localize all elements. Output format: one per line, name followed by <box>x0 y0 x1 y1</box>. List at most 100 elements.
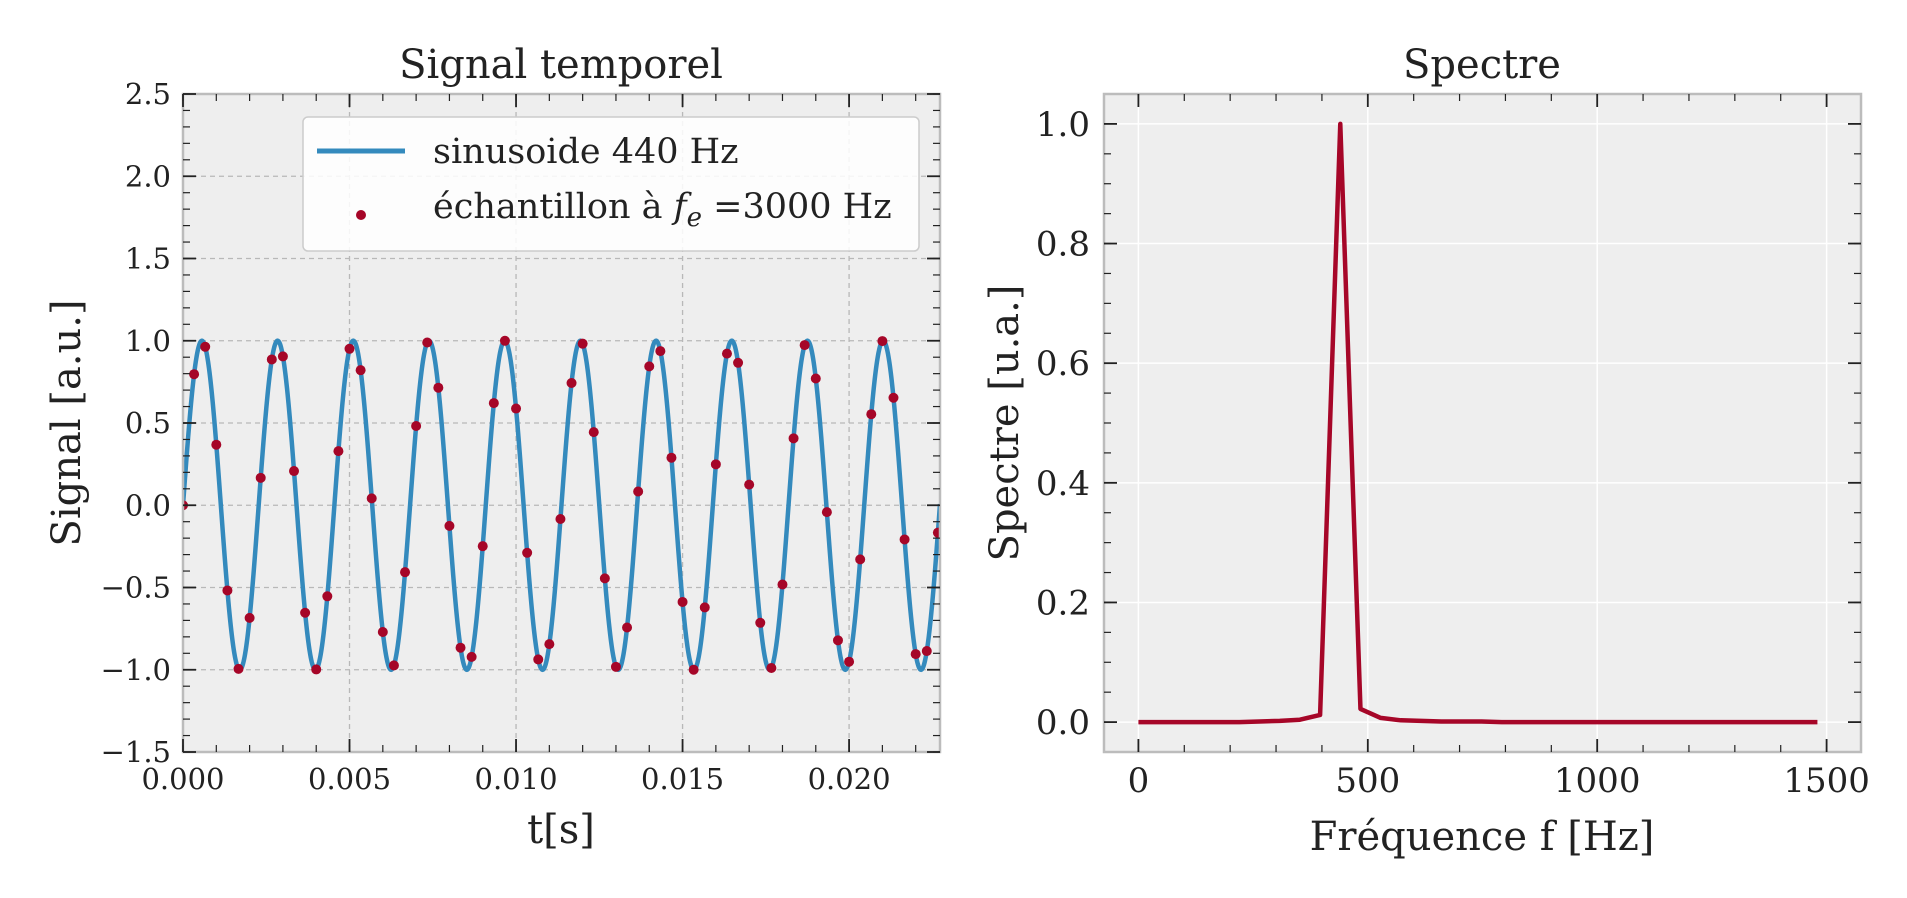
plot-area-background <box>1104 94 1861 752</box>
sample-point <box>721 348 732 359</box>
sample-point <box>222 585 233 596</box>
x-tick-label: 1500 <box>1783 761 1870 801</box>
sample-point <box>455 642 466 653</box>
sample-point <box>766 662 777 673</box>
legend: sinusoide 440 Hz échantillon à fe =3000 … <box>302 116 920 252</box>
x-tick-label: 0.015 <box>641 762 724 796</box>
sample-point <box>832 635 843 646</box>
legend-label-sinusoid: sinusoide 440 Hz <box>433 132 739 172</box>
spectrum-chart: 0 500 1000 1500 0.0 0.2 0.4 0.6 0.8 1.0 Spectre … <box>982 42 1870 860</box>
y-tick-label: 0.2 <box>1036 583 1090 623</box>
sample-point <box>755 617 766 628</box>
sample-point <box>610 661 621 672</box>
y-axis-label: Spectre [u.a.] <box>982 285 1028 562</box>
sample-point <box>377 626 388 637</box>
x-tick-label: 1000 <box>1554 761 1641 801</box>
sample-point <box>944 388 954 398</box>
sample-point <box>844 656 855 667</box>
sample-point <box>499 335 510 346</box>
sample-point <box>855 554 866 565</box>
sample-point <box>388 660 399 671</box>
y-tick-label: −1.5 <box>101 735 171 769</box>
sample-point <box>522 547 533 558</box>
sample-point <box>311 664 322 675</box>
y-tick-label: 2.0 <box>125 159 171 193</box>
sample-point <box>189 369 200 380</box>
sample-point <box>633 486 644 497</box>
y-tick-label: 1.5 <box>125 242 171 276</box>
sample-point <box>488 398 499 409</box>
y-tick-label: 0.5 <box>125 406 171 440</box>
sample-point <box>289 466 300 477</box>
y-tick-label: −0.5 <box>101 571 171 605</box>
sample-point <box>777 579 788 590</box>
sample-point <box>588 427 599 438</box>
sample-point <box>233 663 244 674</box>
sample-point <box>622 622 633 633</box>
sample-point <box>466 651 477 662</box>
legend-point-swatch <box>356 210 366 220</box>
sample-point <box>433 382 444 393</box>
y-tick-label: 0.6 <box>1036 344 1090 384</box>
y-tick-label: 0.0 <box>125 488 171 522</box>
y-tick-label: 2.5 <box>125 77 171 111</box>
data-series <box>183 335 954 675</box>
legend-label-samples-suffix: =3000 Hz <box>702 187 892 227</box>
x-axis-label: t[s] <box>527 807 595 853</box>
sample-point <box>200 341 211 352</box>
x-axis-label: Fréquence f [Hz] <box>1310 814 1655 860</box>
sample-points <box>183 335 954 675</box>
sample-point <box>921 646 932 657</box>
sample-point <box>866 409 877 420</box>
x-tick-label: 500 <box>1335 761 1400 801</box>
y-tick-label: −1.0 <box>101 653 171 687</box>
sample-point <box>910 649 921 660</box>
sample-point <box>333 446 344 457</box>
sample-point <box>533 654 544 665</box>
sample-point <box>677 596 688 607</box>
sample-point <box>699 602 710 613</box>
sample-point <box>788 433 799 444</box>
series-line-sinusoid <box>183 338 940 673</box>
legend-label-samples-text: échantillon à <box>433 187 674 227</box>
sample-point <box>666 452 677 463</box>
x-tick-label: 0.010 <box>475 762 558 796</box>
sample-point <box>899 534 910 545</box>
sample-point <box>400 567 411 578</box>
y-axis-label: Signal [a.u.] <box>44 299 90 546</box>
y-tick-label: 0.8 <box>1036 225 1090 265</box>
sample-point <box>577 338 588 349</box>
data-series <box>1138 121 1818 725</box>
x-tick-labels: 0 500 1000 1500 <box>1128 761 1870 801</box>
sample-point <box>799 340 810 351</box>
y-tick-label: 0.0 <box>1036 703 1090 743</box>
tick-marks <box>182 93 940 753</box>
chart-title: Signal temporel <box>399 42 723 88</box>
sample-point <box>211 439 222 450</box>
y-tick-label: 1.0 <box>125 324 171 358</box>
y-tick-labels: −1.5 −1.0 −0.5 0.0 0.5 1.0 1.5 2.0 2.5 <box>101 77 171 769</box>
sample-point <box>422 337 433 348</box>
sample-point <box>688 664 699 675</box>
sample-point <box>733 357 744 368</box>
sample-point <box>566 378 577 389</box>
sample-point <box>511 403 522 414</box>
x-tick-label: 0 <box>1128 761 1150 801</box>
time-signal-chart: 0.000 0.005 0.010 0.015 0.020 −1.5 −1.0 −0.5 0.… <box>44 42 954 853</box>
sample-point <box>888 392 899 403</box>
x-tick-labels: 0.000 0.005 0.010 0.015 0.020 <box>141 762 890 796</box>
y-tick-label: 1.0 <box>1036 105 1090 145</box>
x-tick-label: 0.000 <box>141 762 224 796</box>
sample-point <box>477 541 488 552</box>
x-tick-label: 0.005 <box>308 762 391 796</box>
sample-point <box>266 354 277 365</box>
sample-point <box>821 507 832 518</box>
sample-point <box>544 639 555 650</box>
sample-point <box>599 573 610 584</box>
y-tick-labels: 0.0 0.2 0.4 0.6 0.8 1.0 <box>1036 105 1090 743</box>
sample-point <box>277 351 288 362</box>
series-line-spectrum <box>1138 121 1818 725</box>
sample-point <box>244 612 255 623</box>
legend-label-samples: échantillon à fe =3000 Hz <box>433 187 892 233</box>
